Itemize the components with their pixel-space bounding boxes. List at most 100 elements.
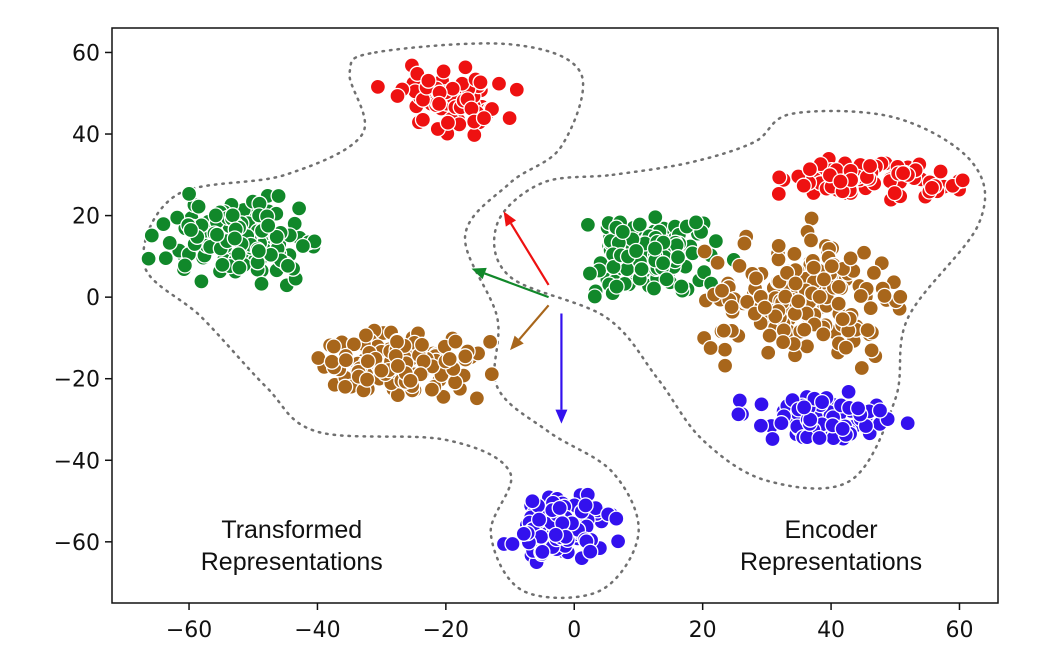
point-transformed-green (176, 257, 194, 274)
point-transformed-green (294, 237, 312, 255)
point-transformed-green (290, 200, 308, 217)
point-transformed-red (420, 72, 437, 89)
point-transformed-green (140, 250, 157, 267)
point-encoder-green (707, 232, 725, 250)
point-encoder-red (770, 185, 787, 203)
point-encoder-green (631, 216, 648, 233)
point-encoder-brown (834, 311, 851, 328)
point-transformed-brown (345, 336, 363, 353)
point-encoder-brown (760, 344, 777, 361)
point-transformed-blue (582, 543, 599, 560)
point-transformed-brown (388, 333, 406, 351)
point-transformed-green (208, 226, 226, 243)
point-transformed-brown (435, 388, 452, 406)
point-encoder-brown (876, 287, 893, 305)
point-encoder-blue (840, 383, 857, 400)
point-transformed-green (182, 221, 200, 239)
point-transformed-brown (468, 390, 486, 407)
point-encoder-brown (865, 264, 883, 282)
point-encoder-brown (716, 341, 734, 358)
point-encoder-red (923, 179, 941, 197)
point-encoder-brown (787, 275, 804, 292)
point-transformed-green (250, 242, 267, 260)
point-encoder-brown (770, 251, 787, 268)
point-transformed-brown (357, 327, 375, 344)
point-encoder-brown (716, 357, 734, 374)
point-transformed-blue (504, 535, 521, 553)
point-transformed-green (230, 246, 247, 263)
point-encoder-brown (786, 245, 803, 263)
annotation-1-line-1: Representations (740, 548, 922, 576)
point-encoder-brown (778, 264, 796, 281)
point-encoder-blue (849, 400, 867, 417)
arrow-green (484, 272, 549, 299)
point-encoder-brown (830, 295, 847, 312)
point-transformed-green (143, 227, 160, 244)
point-encoder-red (886, 184, 903, 202)
point-encoder-brown (853, 359, 870, 377)
point-encoder-blue (752, 417, 770, 434)
point-encoder-green (608, 278, 625, 295)
point-encoder-red (771, 169, 788, 186)
x-axis: −60 −40 −20 0 20 40 60 (166, 603, 973, 643)
point-transformed-green (193, 273, 210, 290)
point-transformed-green (180, 185, 198, 203)
x-tick-label: −20 (423, 618, 469, 643)
point-transformed-green (207, 207, 224, 224)
y-tick-label: −60 (54, 531, 100, 556)
point-encoder-green (669, 249, 687, 266)
point-encoder-green (658, 271, 675, 288)
point-encoder-brown (863, 342, 880, 359)
x-tick-label: 0 (567, 618, 581, 643)
arrowhead-blue (555, 409, 568, 424)
point-encoder-green (633, 261, 650, 278)
point-transformed-red (490, 75, 508, 92)
x-tick-label: −40 (294, 618, 340, 643)
point-transformed-brown (325, 338, 342, 355)
y-tick-label: 40 (72, 123, 100, 148)
boundary-encoder (492, 109, 987, 490)
point-transformed-green (279, 257, 297, 274)
point-encoder-red (801, 161, 819, 178)
point-encoder-brown (859, 321, 876, 339)
y-tick-label: −40 (54, 449, 100, 474)
point-transformed-red (475, 109, 493, 127)
point-transformed-green (190, 198, 207, 215)
point-transformed-brown (423, 381, 441, 398)
arrow-red (510, 222, 550, 286)
point-transformed-brown (402, 372, 419, 389)
point-encoder-green (627, 242, 645, 260)
point-transformed-green (231, 259, 248, 276)
point-transformed-blue (530, 511, 548, 528)
point-transformed-red (457, 59, 474, 76)
point-encoder-green (586, 288, 603, 305)
point-encoder-brown (756, 299, 773, 316)
point-encoder-brown (805, 259, 822, 276)
x-tick-label: 40 (817, 618, 845, 643)
point-encoder-brown (852, 287, 869, 305)
point-transformed-green (224, 207, 241, 224)
point-encoder-brown (767, 308, 784, 325)
point-encoder-green (687, 214, 705, 231)
point-encoder-brown (702, 339, 719, 357)
point-transformed-blue (515, 525, 532, 542)
point-transformed-brown (481, 333, 499, 350)
plot-frame (111, 27, 999, 604)
point-transformed-blue (551, 499, 568, 517)
arrow-brown (518, 304, 550, 341)
point-encoder-brown (823, 258, 840, 275)
point-transformed-blue (609, 533, 627, 550)
point-transformed-brown (337, 352, 355, 369)
point-encoder-brown (736, 235, 753, 252)
point-transformed-green (155, 215, 172, 233)
point-transformed-red (439, 114, 457, 131)
point-encoder-brown (855, 244, 873, 261)
y-tick-label: 0 (86, 286, 100, 311)
point-transformed-red (369, 78, 387, 96)
x-tick-label: 20 (689, 618, 717, 643)
point-encoder-brown (811, 288, 828, 306)
point-encoder-brown (830, 278, 847, 296)
point-transformed-blue (534, 543, 551, 561)
point-encoder-green (647, 209, 664, 226)
